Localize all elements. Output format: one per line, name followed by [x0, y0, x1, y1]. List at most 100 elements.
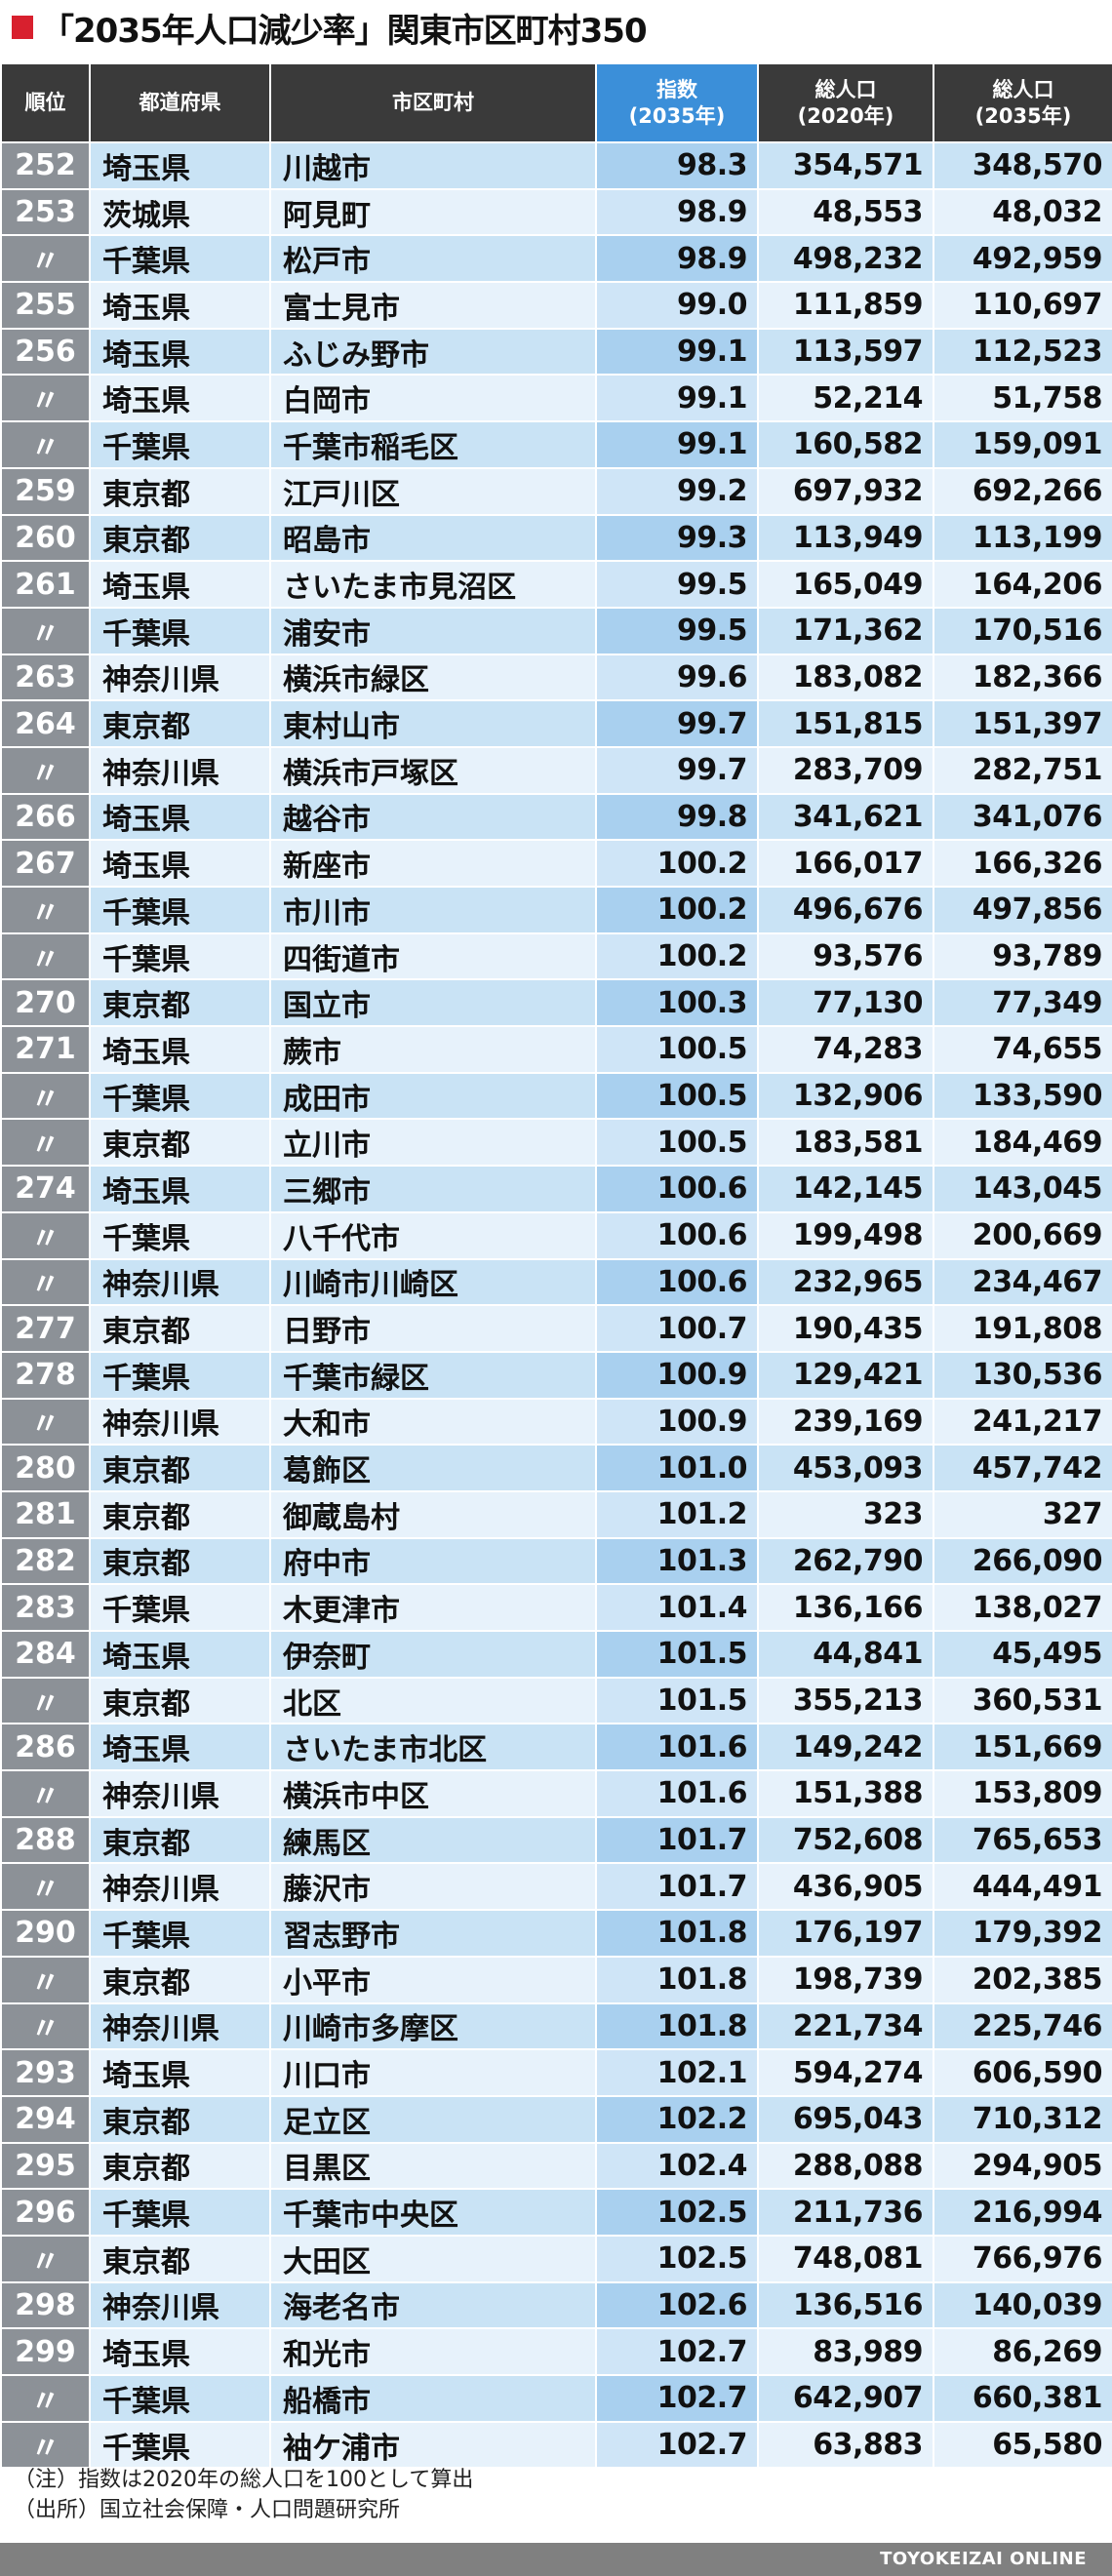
population-2020-cell: 129,421	[757, 1350, 934, 1400]
prefecture-cell: 千葉県	[89, 1583, 271, 1632]
table-row: 〃神奈川県 川崎市多摩区 101.8 221,734 225,746	[0, 2001, 1112, 2051]
population-2035-cell: 765,653	[933, 1815, 1112, 1865]
table-row: 284 埼玉県 伊奈町 101.5 44,841 45,495	[0, 1630, 1112, 1679]
table-row: 〃千葉県 千葉市稲毛区 99.1 160,582 159,091	[0, 420, 1112, 469]
population-2020-cell: 63,883	[757, 2420, 934, 2470]
table-row: 299 埼玉県 和光市 102.7 83,989 86,269	[0, 2327, 1112, 2376]
index-cell: 102.7	[595, 2374, 759, 2423]
index-cell: 101.3	[595, 1536, 759, 1586]
municipality-cell: 江戸川区	[269, 466, 597, 516]
municipality-cell: 横浜市戸塚区	[269, 745, 597, 795]
index-cell: 99.8	[595, 792, 759, 842]
population-2035-cell: 133,590	[933, 1071, 1112, 1121]
rank-cell: 281	[0, 1489, 91, 1539]
table-row: 283 千葉県 木更津市 101.4 136,166 138,027	[0, 1583, 1112, 1632]
population-2020-cell: 132,906	[757, 1071, 934, 1121]
rank-cell: 266	[0, 792, 91, 842]
table-row: 〃千葉県 松戸市 98.9 498,232 492,959	[0, 234, 1112, 284]
rank-cell: 253	[0, 187, 91, 237]
municipality-cell: 三郷市	[269, 1165, 597, 1213]
header-pref: 都道府県	[89, 62, 271, 143]
prefecture-cell: 神奈川県	[89, 745, 271, 795]
population-2035-cell: 492,959	[933, 234, 1112, 284]
header-index-label: 指数	[656, 78, 697, 102]
prefecture-cell: 神奈川県	[89, 1397, 271, 1447]
population-2020-cell: 262,790	[757, 1536, 934, 1586]
rank-cell: 〃	[0, 1955, 91, 2004]
index-cell: 101.5	[595, 1630, 759, 1679]
municipality-cell: 白岡市	[269, 374, 597, 423]
population-2020-cell: 355,213	[757, 1676, 934, 1725]
population-2035-cell: 151,397	[933, 699, 1112, 748]
municipality-cell: 御蔵島村	[269, 1489, 597, 1539]
table-row: 〃神奈川県 大和市 100.9 239,169 241,217	[0, 1397, 1112, 1447]
population-2035-cell: 74,655	[933, 1025, 1112, 1074]
municipality-cell: 練馬区	[269, 1815, 597, 1865]
prefecture-cell: 千葉県	[89, 931, 271, 981]
municipality-cell: 藤沢市	[269, 1862, 597, 1912]
index-cell: 102.1	[595, 2048, 759, 2097]
rank-cell: 〃	[0, 886, 91, 934]
rank-cell: 298	[0, 2280, 91, 2330]
header-pref-label: 都道府県	[139, 91, 221, 115]
table-row: 〃埼玉県 白岡市 99.1 52,214 51,758	[0, 374, 1112, 423]
rank-cell: 〃	[0, 1862, 91, 1912]
table-row: 267 埼玉県 新座市 100.2 166,017 166,326	[0, 839, 1112, 888]
population-2035-cell: 140,039	[933, 2280, 1112, 2330]
municipality-cell: 富士見市	[269, 281, 597, 330]
municipality-cell: 国立市	[269, 978, 597, 1028]
prefecture-cell: 埼玉県	[89, 792, 271, 842]
rank-cell: 260	[0, 513, 91, 563]
population-2020-cell: 151,388	[757, 1769, 934, 1818]
prefecture-cell: 千葉県	[89, 1909, 271, 1958]
population-2020-cell: 288,088	[757, 2141, 934, 2191]
population-2035-cell: 159,091	[933, 420, 1112, 469]
index-cell: 101.6	[595, 1723, 759, 1772]
rank-cell: 〃	[0, 2374, 91, 2423]
population-2035-cell: 294,905	[933, 2141, 1112, 2191]
population-2035-cell: 241,217	[933, 1397, 1112, 1447]
title-accent-square	[12, 16, 33, 39]
population-2035-cell: 77,349	[933, 978, 1112, 1028]
index-cell: 101.7	[595, 1862, 759, 1912]
header-index: 指数 (2035年)	[595, 62, 759, 143]
prefecture-cell: 千葉県	[89, 234, 271, 284]
population-2035-cell: 692,266	[933, 466, 1112, 516]
rank-cell: 〃	[0, 2234, 91, 2283]
index-cell: 99.1	[595, 327, 759, 376]
index-cell: 102.4	[595, 2141, 759, 2191]
population-2035-cell: 138,027	[933, 1583, 1112, 1632]
index-cell: 101.8	[595, 1909, 759, 1958]
municipality-cell: 浦安市	[269, 606, 597, 655]
municipality-cell: 木更津市	[269, 1583, 597, 1632]
population-2035-cell: 130,536	[933, 1350, 1112, 1400]
population-2035-cell: 225,746	[933, 2001, 1112, 2051]
table-row: 261 埼玉県 さいたま市見沼区 99.5 165,049 164,206	[0, 560, 1112, 609]
index-cell: 99.5	[595, 606, 759, 655]
prefecture-cell: 千葉県	[89, 2420, 271, 2470]
population-2020-cell: 642,907	[757, 2374, 934, 2423]
table-row: 〃神奈川県 川崎市川崎区 100.6 232,965 234,467	[0, 1257, 1112, 1307]
prefecture-cell: 埼玉県	[89, 839, 271, 888]
header-rank-label: 順位	[24, 91, 66, 115]
population-2035-cell: 282,751	[933, 745, 1112, 795]
municipality-cell: 川崎市川崎区	[269, 1257, 597, 1307]
rank-cell: 267	[0, 839, 91, 888]
municipality-cell: 横浜市中区	[269, 1769, 597, 1818]
municipality-cell: 習志野市	[269, 1909, 597, 1958]
index-cell: 99.1	[595, 420, 759, 469]
prefecture-cell: 東京都	[89, 1444, 271, 1492]
table-row: 270 東京都 国立市 100.3 77,130 77,349	[0, 978, 1112, 1028]
population-2020-cell: 111,859	[757, 281, 934, 330]
table-row: 253 茨城県 阿見町 98.9 48,553 48,032	[0, 187, 1112, 237]
rank-cell: 263	[0, 653, 91, 702]
header-row: 順位 都道府県 市区町村 指数 (2035年) 総人口 (2020年) 総人口 (20…	[0, 62, 1112, 143]
prefecture-cell: 東京都	[89, 2234, 271, 2283]
rank-cell: 〃	[0, 2001, 91, 2051]
prefecture-cell: 埼玉県	[89, 1723, 271, 1772]
index-cell: 100.6	[595, 1257, 759, 1307]
table-row: 255 埼玉県 富士見市 99.0 111,859 110,697	[0, 281, 1112, 330]
population-2035-cell: 360,531	[933, 1676, 1112, 1725]
header-pop2035: 総人口 (2035年)	[933, 62, 1112, 143]
population-2035-cell: 497,856	[933, 886, 1112, 934]
